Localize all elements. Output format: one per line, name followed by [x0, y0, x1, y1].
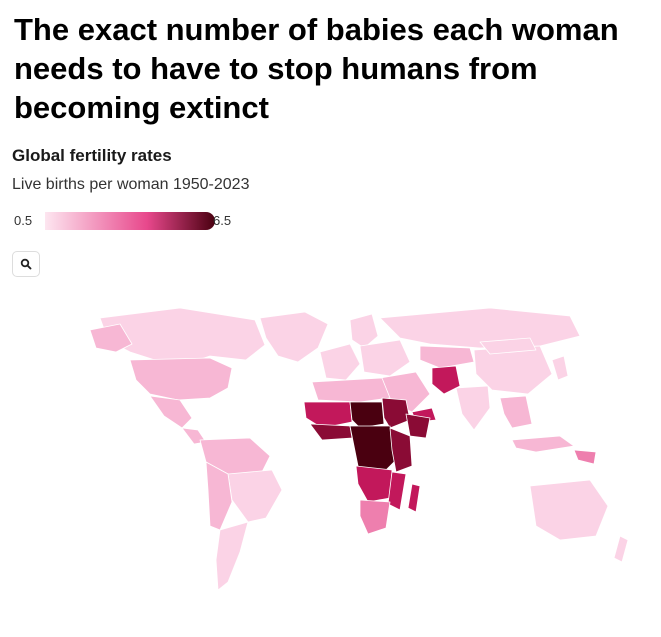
map-region-angola-zambia — [355, 465, 393, 503]
map-region-niger-chad — [349, 401, 385, 429]
map-region-china — [473, 345, 553, 395]
map-region-alaska — [89, 323, 133, 353]
world-fertility-map — [89, 307, 629, 591]
map-region-greenland — [259, 311, 329, 363]
map-region-madagascar — [407, 483, 421, 513]
map-region-indonesia — [511, 435, 575, 453]
map-region-west-africa-coast — [309, 423, 353, 441]
map-region-png — [573, 449, 597, 465]
map-region-southern-cone — [215, 521, 249, 591]
map-region-europe-west — [319, 343, 361, 381]
map-region-southeast-asia — [499, 395, 533, 429]
chart-title: Global fertility rates — [12, 146, 172, 165]
map-region-southern-africa — [359, 499, 391, 535]
map-region-mexico — [149, 395, 193, 429]
map-region-north-africa — [311, 377, 391, 403]
map-region-horn-of-africa — [405, 413, 431, 439]
color-legend: 0.5 6.5 — [12, 210, 252, 232]
map-region-sudan — [381, 397, 411, 429]
map-region-mozambique — [387, 471, 407, 511]
legend-min-label: 0.5 — [14, 213, 33, 228]
map-region-india — [455, 385, 491, 431]
map-region-usa — [129, 357, 233, 401]
map-region-australia — [529, 479, 609, 541]
map-region-europe-east — [359, 339, 411, 377]
map-region-kazakhstan — [419, 345, 475, 369]
headline: The exact number of babies each woman ne… — [14, 12, 619, 125]
map-region-east-africa — [389, 427, 413, 473]
chart-subtitle: Live births per woman 1950-2023 — [12, 176, 250, 193]
legend-gradient-bar — [45, 212, 215, 230]
legend-max-label: 6.5 — [213, 213, 232, 228]
map-region-japan-korea — [551, 355, 569, 381]
map-region-mongolia — [479, 337, 537, 355]
map-region-brazil — [227, 469, 283, 523]
map-region-new-zealand — [613, 535, 629, 563]
zoom-button[interactable] — [12, 251, 40, 277]
map-region-scandinavia — [349, 313, 379, 349]
map-region-afghanistan-pakistan — [431, 365, 461, 395]
search-icon — [20, 258, 32, 270]
